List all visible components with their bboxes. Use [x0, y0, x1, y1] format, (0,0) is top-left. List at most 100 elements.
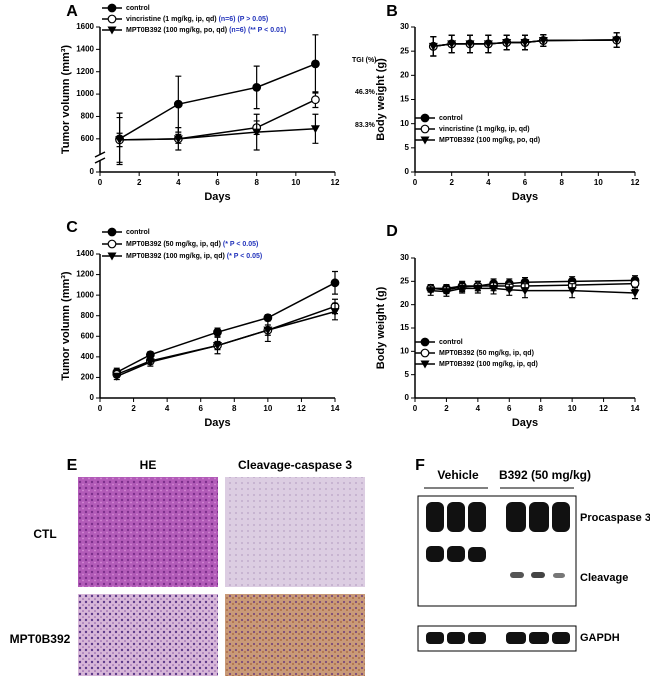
micrograph — [78, 594, 218, 676]
x-tick-label: 6 — [507, 404, 512, 413]
y-tick-label: 1000 — [76, 89, 94, 98]
legend-name: MPT0B392 (50 mg/kg, ip, qd) — [126, 241, 221, 248]
y-tick-label: 800 — [81, 311, 95, 320]
x-tick-label: 14 — [631, 404, 640, 413]
marker — [520, 38, 530, 47]
x-tick-label: 4 — [165, 404, 170, 413]
panel-label: E — [67, 457, 78, 474]
micrograph — [225, 594, 365, 676]
y-tick-label: 600 — [81, 134, 95, 143]
marker — [252, 82, 262, 92]
group-label: B392 (50 mg/kg) — [499, 468, 591, 482]
x-tick-label: 6 — [523, 178, 528, 187]
marker — [107, 252, 117, 261]
y-tick-label: 1600 — [76, 22, 94, 31]
x-axis-title: Days — [204, 191, 230, 203]
legend-label: MPT0B392 (100 mg/kg, ip, qd) (* P < 0.05… — [126, 253, 262, 260]
marker — [263, 326, 273, 335]
y-tick-label: 600 — [81, 331, 95, 340]
marker — [538, 37, 548, 46]
band-label: GAPDH — [580, 632, 620, 644]
marker — [441, 288, 451, 297]
marker — [330, 308, 340, 317]
y-tick-label: 5 — [405, 143, 410, 152]
legend-label: control — [439, 115, 463, 122]
series-line — [119, 63, 316, 140]
marker — [420, 113, 430, 123]
x-tick-label: 10 — [263, 404, 272, 413]
series-line — [119, 128, 316, 141]
marker — [465, 40, 475, 49]
x-tick-label: 0 — [413, 404, 418, 413]
marker — [420, 124, 430, 134]
x-tick-label: 2 — [131, 404, 136, 413]
x-tick-label: 2 — [137, 178, 142, 187]
y-tick-label: 30 — [400, 22, 409, 31]
marker — [213, 327, 222, 337]
column-header: HE — [140, 458, 157, 472]
legend-note: (n=6) (** P < 0.01) — [229, 27, 286, 34]
legend-name: MPT0B392 (100 mg/kg, po, qd) — [126, 27, 227, 34]
marker — [107, 14, 117, 24]
y-tick-label: 30 — [400, 253, 409, 262]
x-tick-label: 0 — [98, 404, 103, 413]
y-tick-label: 15 — [400, 323, 409, 332]
x-tick-label: 12 — [331, 178, 340, 187]
legend-name: control — [126, 5, 150, 12]
y-axis-title: Tumor volumn (mm³) — [60, 45, 72, 155]
marker — [489, 284, 499, 293]
micrograph — [78, 477, 218, 587]
blot-bands — [426, 632, 570, 644]
y-tick-label: 25 — [400, 276, 409, 285]
marker — [213, 342, 222, 351]
legend-name: MPT0B392 (50 mg/kg, ip, qd) — [439, 350, 534, 357]
x-tick-label: 8 — [232, 404, 237, 413]
marker — [447, 40, 457, 49]
legend-label: vincristine (1 mg/kg, ip, qd) — [439, 126, 530, 133]
group-label: Vehicle — [437, 468, 479, 482]
blot — [417, 495, 577, 607]
y-tick-label: 10 — [400, 119, 409, 128]
y-tick-label: 5 — [405, 370, 410, 379]
blot — [417, 625, 577, 652]
x-axis-title: Days — [204, 417, 230, 429]
marker — [520, 287, 530, 296]
legend-name: MPT0B392 (100 mg/kg, po, qd) — [439, 137, 540, 144]
x-tick-label: 2 — [449, 178, 454, 187]
x-tick-label: 10 — [291, 178, 300, 187]
legend-label: control — [439, 339, 463, 346]
legend-note: (* P < 0.05) — [227, 253, 262, 260]
legend-label: MPT0B392 (50 mg/kg, ip, qd) — [439, 350, 534, 357]
x-tick-label: 12 — [599, 404, 608, 413]
marker — [473, 284, 483, 293]
marker — [630, 279, 640, 289]
y-tick-label: 1400 — [76, 249, 94, 258]
x-tick-label: 12 — [631, 178, 640, 187]
marker — [483, 40, 493, 49]
marker — [420, 136, 430, 145]
y-tick-label: 0 — [405, 393, 410, 402]
marker — [630, 289, 640, 298]
x-tick-label: 4 — [176, 178, 181, 187]
y-axis-title: Body weight (g) — [375, 58, 387, 141]
annotation: TGI (%) — [352, 57, 377, 64]
y-tick-label: 0 — [90, 393, 95, 402]
marker — [420, 337, 430, 347]
y-tick-label: 400 — [81, 352, 95, 361]
annotation: 46.3% — [355, 89, 376, 96]
legend-name: control — [439, 339, 463, 346]
marker — [502, 38, 512, 47]
panel-label: D — [386, 223, 398, 240]
micrograph — [225, 477, 365, 587]
x-tick-label: 4 — [486, 178, 491, 187]
x-tick-label: 10 — [594, 178, 603, 187]
legend-name: control — [126, 229, 150, 236]
y-tick-label: 20 — [400, 70, 409, 79]
x-tick-label: 0 — [413, 178, 418, 187]
y-axis-title: Tumor volumn (mm³) — [60, 271, 72, 381]
legend-name: vincristine (1 mg/kg, ip, qd) — [439, 126, 530, 133]
panel-label: A — [66, 3, 78, 20]
x-tick-label: 8 — [538, 404, 543, 413]
y-tick-label: 0 — [90, 167, 95, 176]
y-axis-title: Body weight (g) — [375, 286, 387, 369]
